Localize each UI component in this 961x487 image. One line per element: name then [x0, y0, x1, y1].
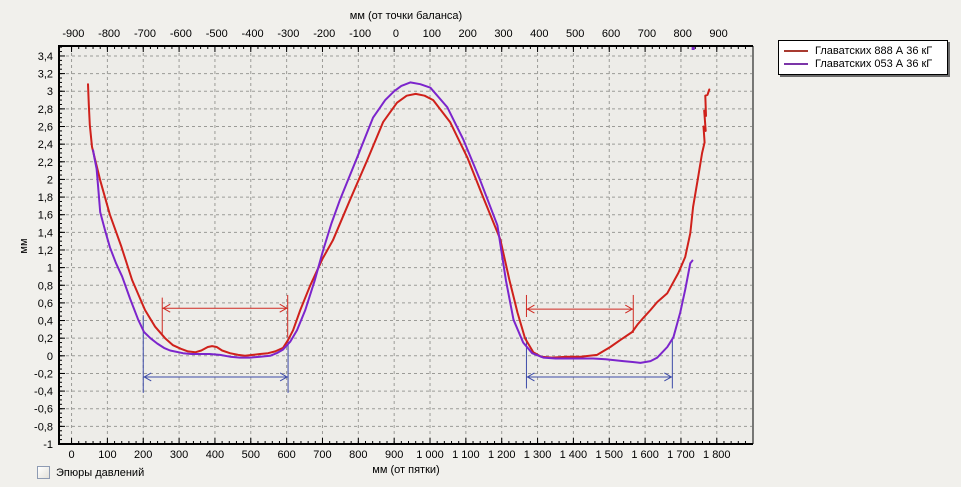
y-axis-tick-label: -0,4 — [34, 386, 53, 398]
top-axis-tick-label: 500 — [566, 28, 584, 40]
y-axis-tick-label: 0 — [47, 351, 53, 363]
top-axis-tick-label: 200 — [458, 28, 476, 40]
legend-item-888: Главатских 888 А 36 кГ — [784, 44, 943, 57]
red-left-zone — [161, 294, 289, 338]
bottom-axis-tick-label: 0 — [68, 449, 74, 461]
y-axis-tick-label: 1,2 — [38, 245, 53, 257]
y-axis-tick-label: 3,2 — [38, 69, 53, 81]
top-axis-tick-label: -100 — [349, 28, 371, 40]
top-axis-tick-label: -400 — [242, 28, 264, 40]
bottom-axis-tick-label: 100 — [98, 449, 116, 461]
red-right-zone — [525, 294, 634, 333]
bottom-axis-title: мм (от пятки) — [372, 464, 439, 476]
bottom-axis-tick-label: 700 — [313, 449, 331, 461]
y-axis-tick-label: -0,2 — [34, 368, 53, 380]
series-curve-0 — [87, 83, 711, 359]
top-axis-tick-label: -700 — [134, 28, 156, 40]
y-axis-tick-label: 2,8 — [38, 104, 53, 116]
y-axis-tick-label: 0,8 — [38, 280, 53, 292]
y-axis-title: мм — [18, 238, 30, 253]
bottom-axis-tick-label: 500 — [242, 449, 260, 461]
series-curve-1 — [92, 46, 695, 364]
chart-legend: Главатских 888 А 36 кГ Главатских 053 А … — [778, 40, 948, 75]
y-axis-tick-label: 2,4 — [38, 139, 53, 151]
y-axis-tick-label: 3 — [47, 86, 53, 98]
y-axis-tick-label: 0,2 — [38, 333, 53, 345]
top-axis-tick-label: 300 — [494, 28, 512, 40]
top-axis-tick-label: 100 — [423, 28, 441, 40]
top-axis-tick-label: -900 — [62, 28, 84, 40]
y-axis-tick-label: 1,6 — [38, 210, 53, 222]
y-axis-tick-label: 1,4 — [38, 227, 53, 239]
top-axis-tick-label: 900 — [709, 28, 727, 40]
footer-bar: Эпюры давлений — [37, 466, 144, 479]
y-axis-tick-label: 1 — [47, 263, 53, 275]
gridlines — [60, 47, 752, 443]
top-axis-tick-label: -500 — [206, 28, 228, 40]
axis-ticks — [59, 46, 746, 445]
bottom-axis-tick-label: 1 100 — [452, 449, 480, 461]
plot-area — [59, 46, 753, 444]
top-axis-tick-label: 0 — [393, 28, 399, 40]
bottom-axis-tick-label: 1 200 — [488, 449, 516, 461]
top-axis-tick-label: 400 — [530, 28, 548, 40]
y-axis-tick-label: -0,6 — [34, 404, 53, 416]
top-axis-tick-label: -800 — [98, 28, 120, 40]
top-axis-tick-label: -600 — [170, 28, 192, 40]
pressure-diagrams-checkbox[interactable] — [37, 466, 50, 479]
y-axis-tick-label: -0,8 — [34, 421, 53, 433]
y-axis-tick-label: 0,6 — [38, 298, 53, 310]
legend-item-053: Главатских 053 А 36 кГ — [784, 57, 943, 70]
bottom-axis-tick-label: 900 — [385, 449, 403, 461]
y-axis-tick-label: 0,4 — [38, 316, 53, 328]
pressure-diagrams-label[interactable]: Эпюры давлений — [56, 466, 145, 479]
y-axis-tick-label: 3,4 — [38, 51, 53, 63]
bottom-axis-tick-label: 1 400 — [560, 449, 588, 461]
legend-item-label: Главатских 888 А 36 кГ — [815, 44, 933, 57]
legend-item-label: Главатских 053 А 36 кГ — [815, 57, 933, 70]
offscale-point-marker — [691, 46, 695, 50]
bottom-axis-tick-label: 1 500 — [595, 449, 623, 461]
top-axis-tick-label: -200 — [313, 28, 335, 40]
curve-Главатских-053-А-36-кГ — [92, 81, 694, 364]
bottom-axis-tick-label: 800 — [349, 449, 367, 461]
bottom-axis-tick-label: 200 — [134, 449, 152, 461]
top-axis-title: мм (от точки баланса) — [350, 10, 462, 22]
top-axis-tick-label: -300 — [277, 28, 299, 40]
y-axis-tick-label: 1,8 — [38, 192, 53, 204]
bottom-axis-tick-label: 400 — [206, 449, 224, 461]
axis-tick-labels: 0 100 200 300 400 500 600 700 800 900 1 000 1 100 1 … — [34, 28, 731, 461]
top-axis-tick-label: 600 — [602, 28, 620, 40]
bottom-axis-tick-label: 300 — [170, 449, 188, 461]
y-axis-tick-label: 2,2 — [38, 157, 53, 169]
y-axis-tick-label: -1 — [43, 439, 53, 451]
y-axis-tick-label: 2,6 — [38, 122, 53, 134]
bottom-axis-tick-label: 1 000 — [416, 449, 444, 461]
bottom-axis-tick-label: 1 800 — [703, 449, 731, 461]
axis-titles: мм (от точки баланса) мм (от пятки) мм — [18, 10, 462, 476]
bottom-axis-tick-label: 1 600 — [631, 449, 659, 461]
curve-Главатских-888-А-36-кГ — [87, 83, 711, 359]
bottom-axis-tick-label: 1 300 — [524, 449, 552, 461]
y-axis-tick-label: 2 — [47, 174, 53, 186]
top-axis-tick-label: 700 — [638, 28, 656, 40]
legend-line-swatch-053 — [784, 62, 808, 65]
top-axis-tick-label: 800 — [674, 28, 692, 40]
legend-line-swatch-888 — [784, 49, 808, 52]
bottom-axis-tick-label: 600 — [277, 449, 295, 461]
bottom-axis-tick-label: 1 700 — [667, 449, 695, 461]
